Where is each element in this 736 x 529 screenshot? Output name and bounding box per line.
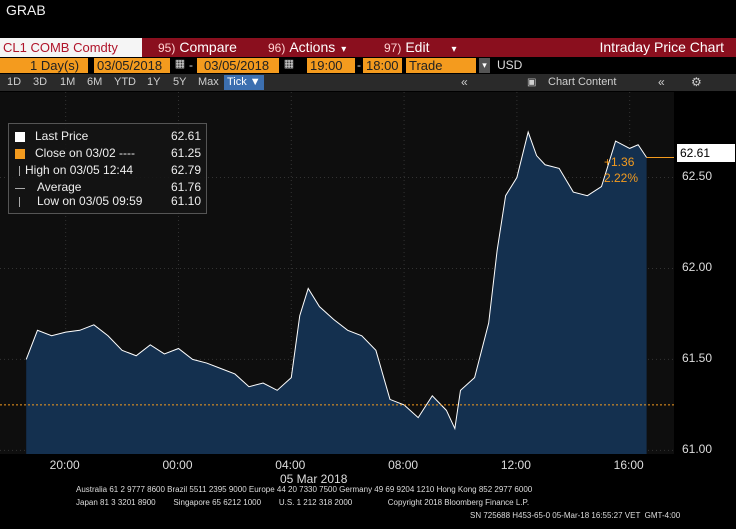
chart-title: Intraday Price Chart	[599, 39, 725, 55]
change-percent: 2.22%	[604, 171, 639, 185]
calendar-icon[interactable]: ▦	[174, 58, 186, 70]
compare-number: 95)	[158, 41, 176, 55]
collapse-left-icon[interactable]: «	[461, 75, 468, 89]
change-absolute: +1.36	[604, 155, 635, 169]
actions-button[interactable]: 96) Actions ▾	[268, 38, 346, 57]
legend-item: Average 61.76	[15, 180, 201, 196]
footer-serial: SN 725688 H453-65-0 05-Mar-18 16:55:27 V…	[470, 511, 681, 520]
x-tick-label: 12:00	[500, 458, 531, 472]
range-bar	[0, 74, 736, 91]
x-tick-label: 04:00	[275, 458, 306, 472]
legend-value: 61.76	[170, 180, 201, 194]
start-time-field[interactable]: 19:00	[307, 58, 355, 73]
ticker-field[interactable]: CL1 COMB Comdty	[0, 38, 142, 57]
legend-value: 62.79	[170, 163, 201, 177]
range-5y[interactable]: 5Y	[173, 76, 187, 88]
settings-gear-icon[interactable]: ⚙	[691, 75, 702, 89]
period-field[interactable]: 1 Day(s)	[0, 58, 88, 73]
legend-item: High on 03/05 12:44 62.79	[15, 163, 201, 179]
end-time-field[interactable]: 18:00	[363, 58, 402, 73]
actions-number: 96)	[268, 41, 286, 55]
chart-legend[interactable]: Last Price 62.61 Close on 03/02 ---- 61.…	[8, 123, 207, 214]
legend-label: High on 03/05 12:44	[25, 163, 134, 177]
calendar-icon[interactable]: ▦	[283, 58, 295, 70]
end-date-field[interactable]: 03/05/2018	[197, 58, 279, 73]
range-max[interactable]: Max	[198, 76, 219, 88]
range-ytd[interactable]: YTD	[114, 76, 136, 88]
edit-button[interactable]: 97) Edit ▾	[384, 38, 457, 57]
collapse-right-icon[interactable]: «	[658, 75, 665, 89]
legend-item: Close on 03/02 ---- 61.25	[15, 146, 201, 162]
low-marker-icon	[19, 197, 20, 207]
edit-caret-icon: ▾	[451, 44, 457, 55]
range-6m[interactable]: 6M	[87, 76, 103, 88]
legend-label: Average	[37, 180, 82, 194]
window-title: GRAB	[6, 2, 46, 18]
start-date-field[interactable]: 03/05/2018	[94, 58, 170, 73]
last-price-tag: 62.61	[677, 144, 735, 162]
x-axis-date-label: 05 Mar 2018	[280, 472, 348, 486]
legend-value: 61.10	[170, 194, 201, 208]
legend-item: Last Price 62.61	[15, 129, 201, 145]
last-price-swatch-icon	[15, 132, 25, 142]
function-toolbar	[0, 38, 736, 57]
close-swatch-icon	[15, 149, 25, 159]
y-tick-label: 62.50	[682, 169, 713, 184]
tick-dropdown[interactable]: Tick ▼	[224, 75, 264, 90]
y-tick-label: 62.00	[682, 260, 713, 275]
legend-item: Low on 03/05 09:59 61.10	[15, 194, 201, 210]
currency-label: USD	[497, 58, 523, 72]
x-tick-label: 00:00	[162, 458, 193, 472]
price-line	[25, 130, 648, 431]
y-tick-label: 61.50	[682, 351, 713, 366]
high-marker-icon	[19, 166, 20, 176]
field-dropdown[interactable]: Trade	[406, 58, 476, 73]
date-separator: -	[189, 58, 193, 72]
x-tick-label: 08:00	[388, 458, 419, 472]
compare-label: Compare	[179, 39, 237, 55]
legend-value: 62.61	[170, 129, 201, 143]
actions-label: Actions	[289, 39, 336, 55]
footer-contacts: Australia 61 2 9777 8600 Brazil 5511 239…	[76, 485, 533, 494]
range-1y[interactable]: 1Y	[147, 76, 161, 88]
compare-button[interactable]: 95) Compare	[158, 38, 237, 57]
legend-label: Last Price	[35, 129, 89, 143]
x-tick-label: 20:00	[49, 458, 80, 472]
edit-label: Edit	[405, 39, 430, 55]
price-area	[26, 132, 647, 454]
y-tick-label: 61.00	[682, 442, 713, 457]
legend-label: Close on 03/02 ----	[35, 146, 136, 160]
x-tick-label: 16:00	[613, 458, 644, 472]
chart-content-icon[interactable]: ▣	[527, 77, 537, 88]
average-marker-icon	[15, 188, 25, 189]
footer-contacts-2: Japan 81 3 3201 8900 Singapore 65 6212 1…	[76, 498, 530, 507]
range-3d[interactable]: 3D	[33, 76, 48, 88]
time-separator: -	[357, 58, 361, 72]
range-1d[interactable]: 1D	[7, 76, 22, 88]
legend-value: 61.25	[170, 146, 201, 160]
edit-number: 97)	[384, 41, 402, 55]
range-1m[interactable]: 1M	[60, 76, 76, 88]
chart-content-label[interactable]: Chart Content	[548, 76, 617, 88]
dropdown-arrow-icon[interactable]: ▾	[479, 58, 490, 73]
actions-caret-icon: ▾	[341, 44, 347, 55]
legend-label: Low on 03/05 09:59	[37, 194, 143, 208]
